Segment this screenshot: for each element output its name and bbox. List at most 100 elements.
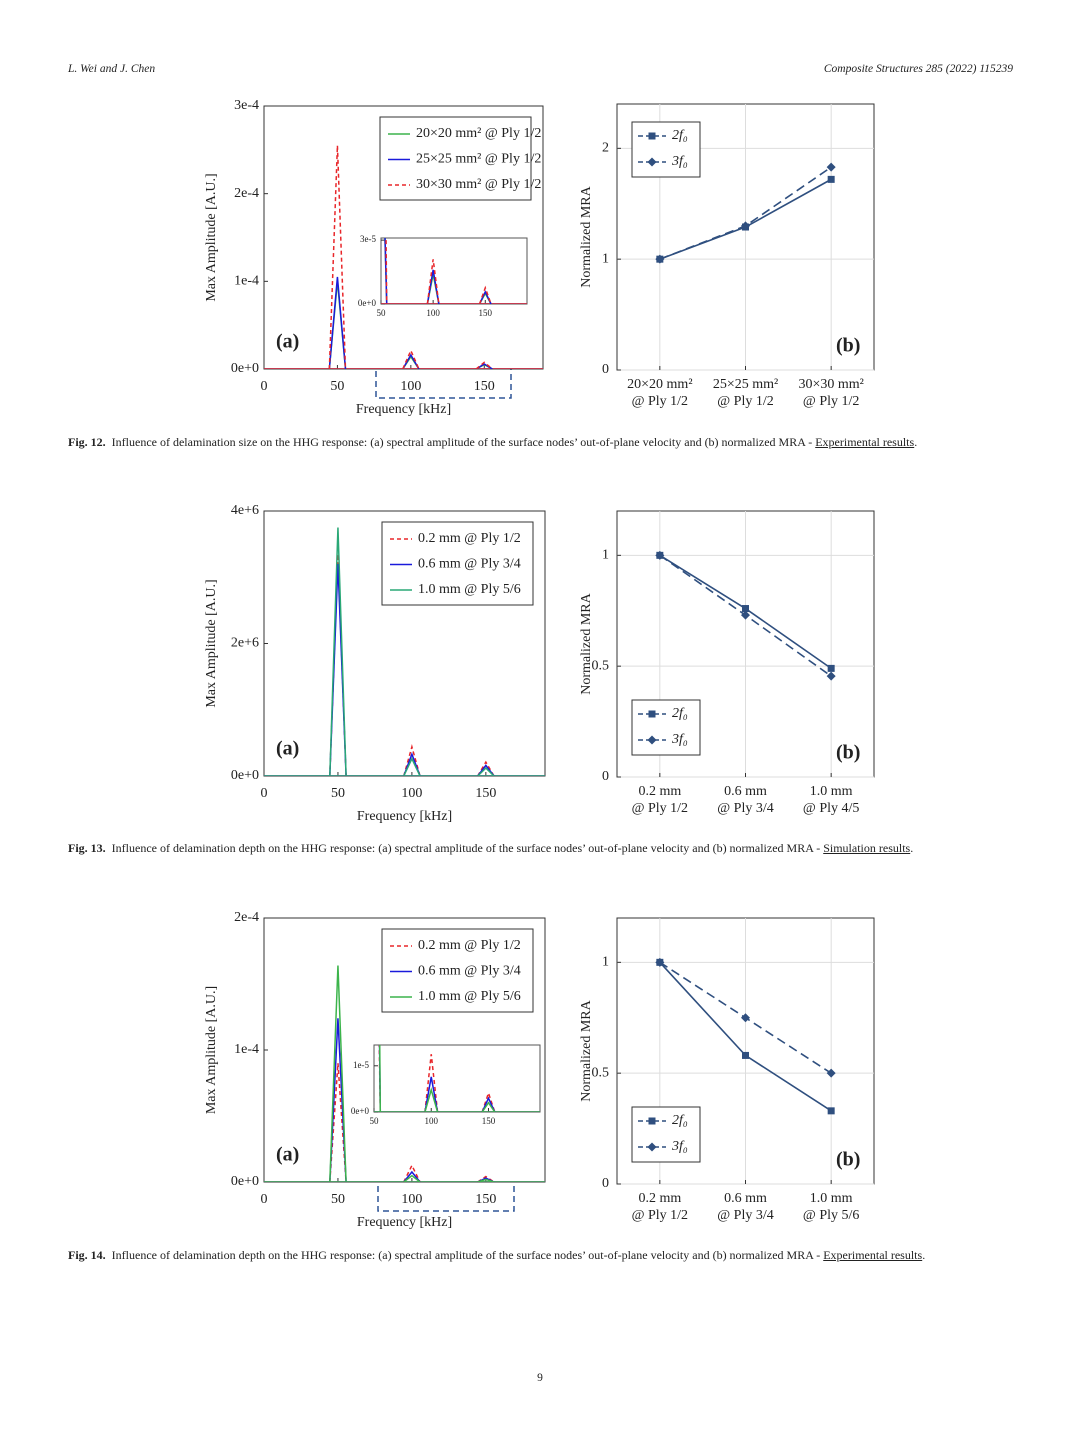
x-tick-label: @ Ply 3/4 — [717, 801, 773, 816]
x-tick-label: @ Ply 1/2 — [717, 394, 773, 409]
legend-label: 1.0 mm @ Ply 5/6 — [418, 989, 521, 1004]
y-axis-label: Max Amplitude [A.U.] — [204, 579, 219, 707]
y-tick-label: 0 — [602, 1176, 609, 1191]
x-tick-label: @ Ply 3/4 — [717, 1208, 773, 1223]
y-tick-label: 0.5 — [592, 1065, 610, 1080]
x-tick-label: 20×20 mm² — [627, 377, 692, 392]
y-tick-label: 0e+0 — [351, 1106, 370, 1116]
peak — [403, 1174, 421, 1182]
x-tick-label: 150 — [474, 379, 495, 394]
y-axis-label: Max Amplitude [A.U.] — [204, 173, 219, 301]
caption-tail: . — [910, 841, 914, 855]
caption-tail: . — [922, 1248, 926, 1262]
x-tick-label: @ Ply 1/2 — [803, 394, 859, 409]
peak — [424, 1054, 439, 1112]
legend-box — [631, 1106, 701, 1163]
panel-label: (a) — [276, 738, 299, 760]
marker — [827, 175, 835, 183]
y-tick-label: 0e+0 — [231, 768, 259, 783]
legend-label: 25×25 mm² @ Ply 1/2 — [416, 152, 541, 167]
legend-box — [379, 116, 532, 201]
peak — [403, 1163, 421, 1182]
peak — [328, 145, 347, 369]
x-axis-label: Frequency [kHz] — [356, 402, 451, 417]
legend-marker — [647, 1142, 657, 1152]
panel-label: (b) — [836, 1149, 860, 1171]
plot-area — [264, 145, 543, 369]
y-tick-label: 2 — [602, 141, 609, 156]
peak — [403, 744, 421, 776]
peak — [424, 1076, 439, 1112]
x-tick-label: @ Ply 4/5 — [803, 801, 859, 816]
caption-text: Influence of delamination size on the HH… — [111, 435, 816, 449]
plot-area — [374, 1045, 540, 1112]
legend-marker — [648, 132, 656, 140]
legend-box — [381, 521, 534, 606]
x-tick-label: 0 — [261, 379, 268, 394]
marker — [741, 221, 750, 231]
legend-label: 2f₀ — [672, 1113, 688, 1128]
x-tick-label: 100 — [401, 786, 422, 801]
y-tick-label: 2e-4 — [234, 910, 259, 925]
marker — [826, 1068, 836, 1078]
caption-label: Fig. 12. — [68, 435, 106, 449]
legend-marker — [647, 157, 657, 167]
legend-marker — [647, 735, 657, 745]
legend-label: 0.6 mm @ Ply 3/4 — [418, 557, 521, 572]
marker — [742, 605, 749, 613]
panel-label: (b) — [836, 335, 860, 357]
x-tick-label: 25×25 mm² — [713, 377, 778, 392]
marker — [655, 957, 665, 967]
x-tick-label: 1.0 mm — [810, 784, 853, 799]
legend-label: 30×30 mm² @ Ply 1/2 — [416, 177, 541, 192]
x-tick-label: 1.0 mm — [810, 1191, 853, 1206]
x-axis-label: Frequency [kHz] — [357, 809, 452, 824]
y-axis-label: Max Amplitude [A.U.] — [204, 986, 219, 1114]
x-tick-label: 150 — [479, 308, 493, 318]
x-tick-label: 50 — [330, 379, 344, 394]
legend-label: 3f₀ — [671, 1139, 688, 1154]
marker — [827, 664, 835, 672]
caption-link: Experimental results — [823, 1248, 923, 1262]
x-tick-label: 150 — [475, 1192, 496, 1207]
legend-label: 3f₀ — [671, 154, 688, 169]
y-tick-label: 2e-4 — [234, 186, 259, 201]
legend-label: 0.2 mm @ Ply 1/2 — [418, 531, 521, 546]
marker — [741, 1013, 750, 1023]
x-tick-label: 50 — [370, 1116, 380, 1126]
panel-label: (a) — [276, 1144, 299, 1166]
legend-marker — [648, 1117, 656, 1125]
x-tick-label: 100 — [400, 379, 421, 394]
caption-label: Fig. 13. — [68, 841, 106, 855]
x-tick-label: @ Ply 1/2 — [632, 394, 688, 409]
marker — [826, 671, 836, 681]
peak — [403, 1170, 421, 1182]
peak — [477, 1178, 495, 1182]
marker — [741, 610, 750, 620]
x-tick-label: 0.6 mm — [724, 784, 767, 799]
peak — [329, 965, 347, 1182]
caption: Fig. 14. Influence of delamination depth … — [68, 1246, 1013, 1264]
legend-label: 0.2 mm @ Ply 1/2 — [418, 938, 521, 953]
y-tick-label: 0e+0 — [358, 298, 377, 308]
x-tick-label: 150 — [475, 786, 496, 801]
caption: Fig. 12. Influence of delamination size o… — [68, 433, 1013, 451]
peak — [329, 527, 347, 776]
x-tick-label: 100 — [426, 308, 440, 318]
y-tick-label: 0 — [602, 362, 609, 377]
legend-box — [631, 699, 701, 756]
plot-area — [264, 527, 545, 776]
y-axis-label: Normalized MRA — [579, 999, 594, 1101]
y-tick-label: 0.5 — [592, 658, 610, 673]
y-tick-label: 1e-4 — [234, 274, 259, 289]
y-tick-label: 4e+6 — [231, 503, 259, 518]
x-tick-label: 50 — [331, 786, 345, 801]
peak — [481, 1096, 496, 1112]
plot-area — [264, 965, 545, 1182]
x-tick-label: 0.6 mm — [724, 1191, 767, 1206]
header-journal: Composite Structures 285 (2022) 115239 — [823, 63, 1013, 75]
x-tick-label: 0 — [261, 1192, 268, 1207]
panel-label: (a) — [276, 331, 299, 353]
marker — [655, 550, 665, 560]
